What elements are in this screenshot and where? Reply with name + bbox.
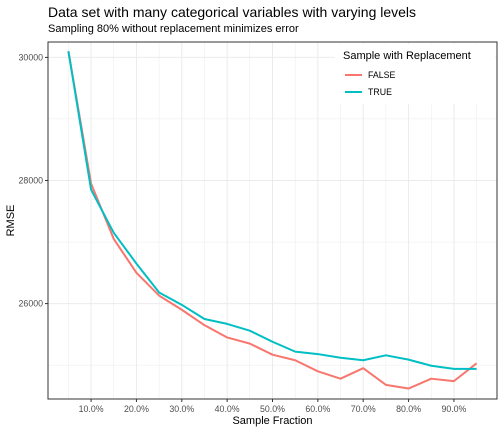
axes: 10.0% 20.0% 30.0% 40.0% 50.0% 60.0% 70.0% 80.0%… [19,52,467,414]
legend-items: FALSE TRUE [345,70,396,97]
series-lines [67,51,478,390]
x-tick-label: 80.0% [396,404,421,414]
chart-subtitle: Sampling 80% without replacement minimiz… [48,23,299,35]
series-line-false [67,51,478,390]
x-tick-label: 50.0% [260,404,285,414]
y-tick-label: 30000 [19,52,44,62]
y-tick-label: 28000 [19,175,44,185]
x-tick-label: 30.0% [169,404,194,414]
legend-label-false: FALSE [368,70,396,80]
x-axis-title: Sample Fraction [232,415,312,427]
y-axis-title: RMSE [5,205,17,237]
x-tick-label: 40.0% [215,404,240,414]
x-tick-label: 60.0% [305,404,330,414]
x-tick-label: 20.0% [124,404,149,414]
series-line-true [67,51,477,370]
x-tick-label: 90.0% [441,404,466,414]
legend-label-true: TRUE [368,87,392,97]
chart-title: Data set with many categorical variables… [48,4,416,20]
legend: Sample with Replacement FALSE TRUE [335,44,495,104]
legend-title: Sample with Replacement [343,50,471,62]
x-tick-label: 70.0% [351,404,376,414]
x-tick-label: 10.0% [79,404,104,414]
grid-lines [48,42,497,399]
y-tick-label: 26000 [19,299,44,309]
